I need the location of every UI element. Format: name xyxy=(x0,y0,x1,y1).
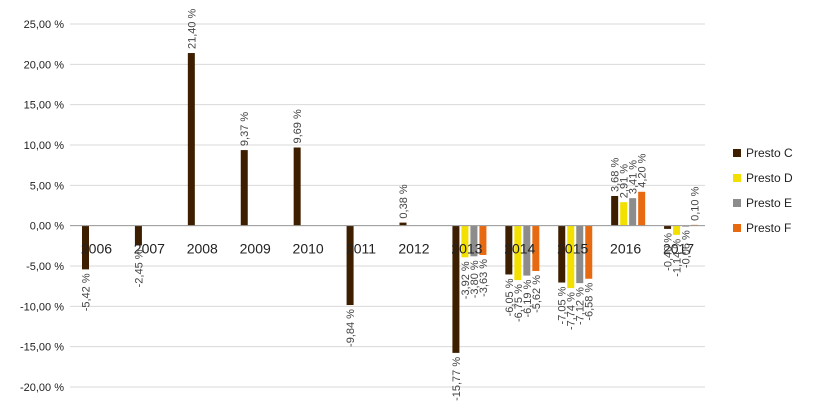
bar-presto-e-2015 xyxy=(576,225,584,284)
y-tick-label: 15,00 % xyxy=(24,100,65,112)
data-label: 2,91 % xyxy=(619,164,631,198)
x-tick-label: 2013 xyxy=(451,241,482,257)
data-label: -7,12 % xyxy=(575,287,587,325)
bar-presto-f-2016 xyxy=(638,191,646,226)
data-label: -0,06 % xyxy=(681,230,693,268)
bar-presto-c-2006 xyxy=(82,225,89,270)
bar-presto-d-2015 xyxy=(567,225,575,289)
legend-label: Presto E xyxy=(746,196,792,210)
y-tick-label: 10,00 % xyxy=(24,140,65,152)
y-axis-tick-labels: 25,00 % 20,00 % 15,00 % 10,00 % 5,00 % 0,00 %… xyxy=(20,19,64,394)
data-label: 0,10 % xyxy=(690,186,702,220)
bar-presto-d-2017 xyxy=(673,225,681,235)
legend-label: Presto C xyxy=(746,146,793,160)
x-tick-label: 2009 xyxy=(240,241,271,257)
x-tick-label: 2015 xyxy=(557,241,588,257)
legend-label: Presto F xyxy=(746,221,791,235)
bar-presto-c-2011 xyxy=(346,225,354,306)
legend-label: Presto D xyxy=(746,171,793,185)
bar-presto-e-2013 xyxy=(470,225,478,257)
data-label: 0,38 % xyxy=(398,184,410,218)
y-tick-label: 5,00 % xyxy=(30,180,64,192)
bar-presto-f-2014 xyxy=(532,225,540,272)
bars xyxy=(82,53,699,353)
legend: Presto C Presto D Presto E Presto F xyxy=(733,146,793,235)
data-label: -6,75 % xyxy=(513,284,525,322)
data-label: 9,69 % xyxy=(292,109,304,143)
legend-swatch xyxy=(733,224,741,232)
bar-presto-c-2007 xyxy=(134,225,142,246)
y-tick-label: -15,00 % xyxy=(20,342,64,354)
y-tick-label: 0,00 % xyxy=(30,221,64,233)
x-tick-label: 2016 xyxy=(610,241,641,257)
legend-swatch xyxy=(733,149,741,157)
bar-presto-e-2014 xyxy=(523,225,531,276)
x-tick-label: 2006 xyxy=(81,241,112,257)
data-label: -5,62 % xyxy=(531,275,543,313)
data-label: -2,45 % xyxy=(133,249,145,287)
data-label: -7,05 % xyxy=(557,286,569,324)
bar-presto-c-2010 xyxy=(293,147,301,226)
data-label: 4,20 % xyxy=(637,153,649,187)
data-label: 21,40 % xyxy=(186,8,198,49)
x-tick-label: 2010 xyxy=(293,241,324,257)
y-tick-label: 25,00 % xyxy=(24,19,65,31)
bar-presto-f-2013 xyxy=(479,225,487,255)
data-label: -5,42 % xyxy=(81,273,93,311)
gridlines xyxy=(70,23,705,388)
y-tick-label: -5,00 % xyxy=(26,261,64,273)
bar-presto-c-2015 xyxy=(558,225,566,283)
bar-presto-c-2014 xyxy=(505,225,513,275)
data-label: 9,37 % xyxy=(239,112,251,146)
data-label: -9,84 % xyxy=(345,309,357,347)
data-label: 3,41 % xyxy=(628,160,640,194)
data-label: 3,68 % xyxy=(610,158,622,192)
bar-presto-c-2017 xyxy=(664,225,672,229)
bar-presto-c-2012 xyxy=(399,222,407,226)
bar-presto-c-2009 xyxy=(240,150,248,226)
x-tick-label: 2011 xyxy=(346,241,376,257)
data-label: -3,92 % xyxy=(460,261,472,299)
data-label: -6,19 % xyxy=(522,279,534,317)
x-tick-label: 2017 xyxy=(663,241,694,257)
bar-presto-e-2016 xyxy=(629,198,637,226)
data-label: -0,40 % xyxy=(663,233,675,271)
bar-presto-c-2016 xyxy=(611,195,619,226)
data-labels: -5,42 % -2,45 % 21,40 % 9,37 % 9,69 % -9,84 %… xyxy=(81,8,702,400)
bar-presto-f-2015 xyxy=(585,225,593,279)
bar-presto-c-2013 xyxy=(452,225,460,353)
bar-presto-d-2016 xyxy=(620,202,628,226)
data-label: -6,58 % xyxy=(584,283,596,321)
data-label: -3,63 % xyxy=(478,259,490,297)
x-axis-tick-labels: 2006 2007 2008 2009 2010 2011 2012 2013 2014 2015… xyxy=(81,241,694,257)
legend-swatch xyxy=(733,199,741,207)
bar-presto-d-2014 xyxy=(514,225,522,281)
data-label: -6,05 % xyxy=(504,278,516,316)
x-tick-label: 2012 xyxy=(398,241,429,257)
data-label: -7,74 % xyxy=(566,292,578,330)
data-label: -15,77 % xyxy=(451,357,463,401)
bar-presto-c-2008 xyxy=(187,53,195,226)
bar-presto-d-2013 xyxy=(461,225,469,258)
y-tick-label: -10,00 % xyxy=(20,301,64,313)
y-tick-label: -20,00 % xyxy=(20,382,64,394)
data-label: -3,80 % xyxy=(469,260,481,298)
x-tick-label: 2014 xyxy=(504,241,535,257)
x-tick-label: 2007 xyxy=(134,241,165,257)
y-tick-label: 20,00 % xyxy=(24,59,65,71)
x-tick-label: 2008 xyxy=(187,241,218,257)
data-label: -1,14 % xyxy=(672,239,684,277)
legend-swatch xyxy=(733,174,741,182)
